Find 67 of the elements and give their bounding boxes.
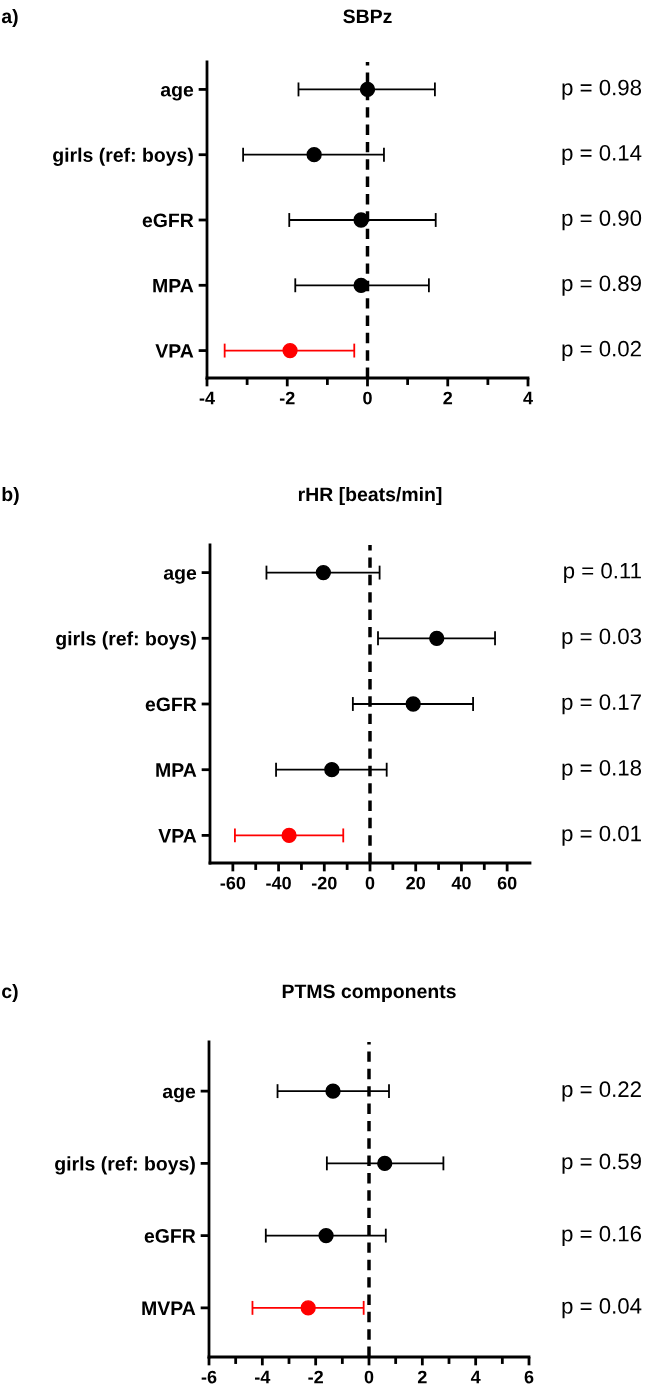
text: p = 0.59: [562, 1153, 641, 1174]
y-tick-label: VPA: [158, 829, 197, 843]
chart-title: PTMS components: [282, 984, 456, 1003]
x-tick-label: 4: [470, 1370, 481, 1384]
chart-title: rHR [beats/min]: [298, 486, 442, 506]
x-tick-label: 0: [365, 876, 375, 890]
y-tick-label: girls (ref: boys): [56, 631, 196, 650]
y-tick-label: VPA: [155, 344, 194, 358]
text: p = 0.17: [562, 694, 641, 715]
text: b): [2, 486, 19, 506]
point: [353, 277, 369, 293]
text: p = 0.01: [562, 825, 641, 846]
x-tick-label: -2: [308, 1370, 323, 1384]
x-tick-label: -4: [199, 391, 215, 405]
x-tick-label: 60: [497, 876, 517, 890]
point: [282, 342, 298, 359]
y-tick-label: eGFR: [144, 1229, 196, 1243]
x-tick-label: 0: [363, 391, 372, 405]
chart-title: SBPz: [343, 9, 392, 24]
point: [325, 1083, 341, 1099]
x-tick-label: 6: [524, 1370, 534, 1384]
x-tick-label: 40: [451, 876, 471, 890]
x-tick-label: 2: [417, 1370, 427, 1384]
point: [353, 212, 369, 228]
text: p = 0.02: [562, 340, 641, 361]
text: p = 0.04: [562, 1298, 642, 1319]
text: c): [2, 983, 18, 1003]
point: [281, 827, 297, 844]
point: [405, 696, 421, 712]
y-tick-label: MPA: [156, 763, 197, 777]
x-tick-label: -6: [201, 1370, 217, 1384]
point: [315, 564, 332, 581]
text: p = 0.03: [562, 628, 642, 649]
x-tick-label: -40: [266, 876, 291, 890]
y-tick-label: MVPA: [142, 1301, 196, 1315]
y-tick-label: eGFR: [142, 213, 194, 228]
x-tick-label: -4: [255, 1370, 271, 1384]
x-tick-label: 4: [523, 391, 533, 405]
y-tick-label: age: [160, 85, 194, 101]
y-tick-label: MPA: [153, 278, 194, 293]
y-tick-label: girls (ref: boys): [53, 147, 193, 166]
point: [377, 1155, 393, 1172]
point: [324, 762, 340, 778]
point: [318, 1227, 334, 1244]
x-tick-label: 0: [364, 1370, 374, 1384]
text: p = 0.90: [562, 210, 642, 231]
point: [300, 1300, 316, 1316]
x-tick-label: 2: [443, 391, 453, 405]
text: p = 0.11: [564, 562, 641, 583]
y-tick-label: eGFR: [145, 697, 197, 712]
text: p = 0.89: [562, 275, 641, 296]
point: [429, 630, 445, 646]
point: [306, 147, 322, 163]
y-tick-label: age: [162, 1087, 196, 1103]
text: p = 0.18: [562, 759, 642, 781]
x-tick-label: 20: [406, 876, 426, 890]
x-tick-label: -60: [220, 876, 246, 890]
y-tick-label: age: [163, 569, 197, 584]
text: p = 0.98: [562, 79, 642, 100]
point: [359, 81, 376, 98]
x-tick-label: -2: [279, 391, 295, 405]
y-tick-label: girls (ref: boys): [55, 1156, 195, 1175]
text: p = 0.22: [562, 1081, 641, 1102]
text: a): [1, 8, 18, 28]
text: p = 0.16: [562, 1225, 642, 1246]
x-tick-label: -20: [311, 876, 337, 890]
text: p = 0.14: [562, 144, 642, 166]
